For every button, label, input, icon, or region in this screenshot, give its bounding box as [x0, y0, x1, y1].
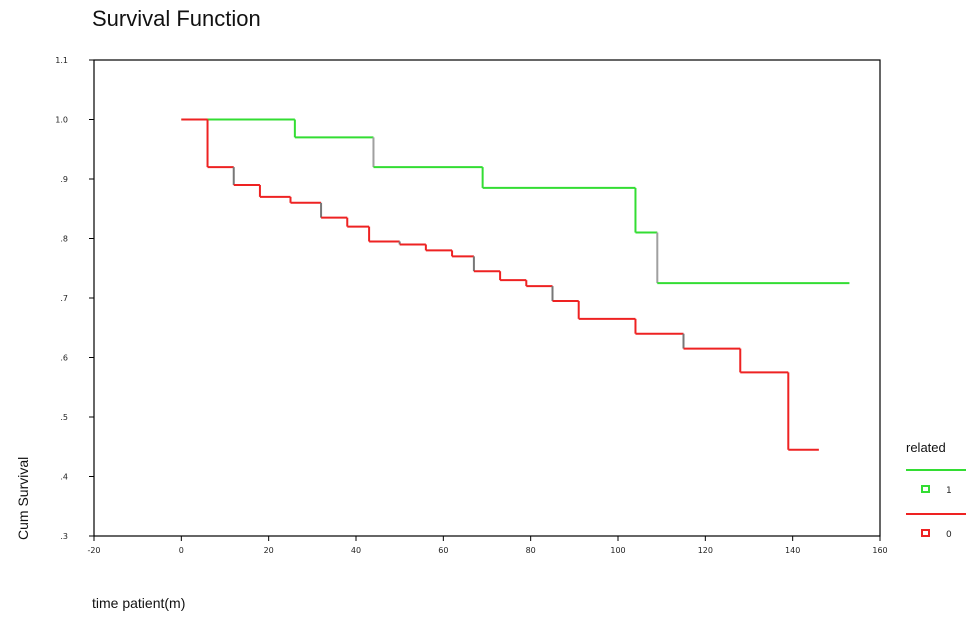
y-tick-label: .8 [60, 235, 68, 244]
x-tick-label: 60 [438, 546, 448, 555]
y-tick-label: 1.0 [55, 116, 68, 125]
x-tick-label: 40 [351, 546, 361, 555]
y-tick-label: .5 [60, 413, 68, 422]
series-0-line [181, 118, 819, 451]
y-axis-label: Cum Survival [15, 457, 31, 540]
chart-title: Survival Function [92, 6, 261, 31]
x-tick-label: 20 [264, 546, 274, 555]
x-tick-label: 80 [526, 546, 536, 555]
legend-label-0: 0 [946, 530, 952, 540]
legend-marker-1 [921, 485, 930, 493]
x-tick-label: 160 [872, 546, 887, 555]
x-tick-label: -20 [87, 546, 100, 555]
x-tick-label: 120 [698, 546, 713, 555]
legend-marker-0 [921, 529, 930, 537]
x-tick-label: 0 [179, 546, 184, 555]
series-1-line [181, 118, 850, 285]
legend-label-1: 1 [946, 486, 952, 496]
y-tick-label: .7 [60, 294, 68, 303]
y-tick-label: 1.1 [55, 56, 68, 65]
y-tick-label: .9 [60, 175, 68, 184]
y-tick-label: .4 [60, 473, 68, 482]
x-tick-label: 140 [785, 546, 800, 555]
x-tick-label: 100 [610, 546, 625, 555]
plot-frame [93, 59, 881, 537]
legend-title: related [906, 440, 946, 455]
y-tick-label: .6 [60, 354, 68, 363]
x-axis-label: time patient(m) [92, 595, 185, 611]
y-tick-label: .3 [60, 532, 68, 541]
